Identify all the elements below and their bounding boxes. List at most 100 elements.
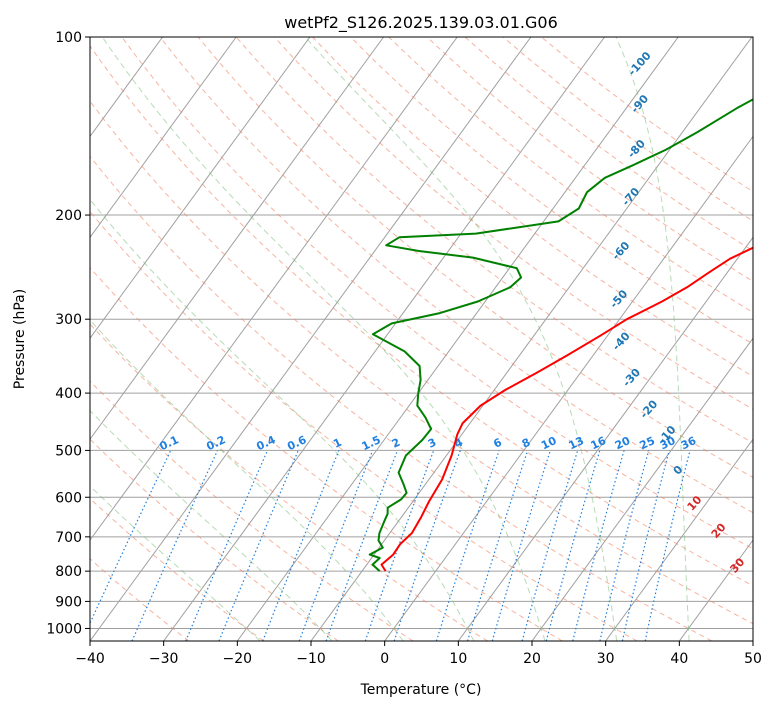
mixing-ratio-line: [599, 450, 650, 641]
moist-adiabat-line: [90, 319, 404, 641]
x-tick-label: 40: [670, 651, 688, 667]
isotherm-line: [90, 37, 311, 340]
dry-adiabat-line: [121, 37, 753, 550]
moist-adiabat-line: [615, 37, 690, 641]
moist-adiabat-label: -100: [626, 49, 654, 78]
chart-title: wetPf2_S126.2025.139.03.01.G06: [284, 13, 558, 33]
mixing-ratio-line: [491, 450, 551, 641]
x-tick-label: 20: [523, 651, 541, 667]
mixing-ratio-label: 13: [567, 434, 586, 452]
mixing-ratio-label: 25: [638, 434, 657, 452]
dry-adiabat-line: [90, 155, 712, 641]
isotherm-line: [90, 37, 384, 441]
moist-adiabat-label: 0: [671, 463, 686, 478]
dry-adiabat-label: 30: [727, 555, 747, 575]
x-tick-label: −10: [296, 651, 326, 667]
mixing-ratio-label: 2: [390, 436, 402, 451]
x-tick-label: 10: [449, 651, 467, 667]
isotherm-line: [384, 135, 753, 641]
dry-adiabat-line: [159, 37, 753, 514]
dry-adiabat-line: [90, 380, 414, 641]
x-tick-label: −30: [149, 651, 179, 667]
dry-adiabat-label: 40: [751, 583, 771, 603]
mixing-ratio-line: [262, 450, 340, 641]
moist-adiabat-line: [90, 485, 261, 641]
x-tick-label: −20: [223, 651, 253, 667]
mixing-ratio-label: 30: [658, 434, 678, 452]
mixing-ratio-label: 1: [331, 436, 343, 451]
x-tick-label: −40: [75, 651, 105, 667]
moist-adiabat-label: -90: [628, 92, 651, 116]
x-axis-title: Temperature (°C): [360, 682, 482, 698]
mixing-ratio-label: 20: [613, 434, 633, 452]
mixing-ratio-line: [393, 450, 461, 641]
moist-adiabat-label: -20: [637, 397, 660, 421]
dry-adiabat-line: [90, 266, 563, 641]
mixing-ratio-label: 10: [539, 434, 559, 452]
mixing-ratio-line: [621, 450, 670, 641]
temperature-profile-line: [380, 246, 753, 572]
mixing-ratio-label: 3: [426, 436, 438, 451]
moist-adiabat-line: [101, 37, 546, 641]
dry-adiabat-line: [540, 37, 753, 193]
plot-area: 0.1 0.2 0.4 0.6 1 1.5 2 3 4 6 8 10 13 16 20 25 30 36-100-…: [90, 37, 771, 641]
moist-adiabat-label: -70: [619, 185, 642, 209]
mixing-ratio-line: [298, 450, 374, 641]
x-tick-label: 30: [597, 651, 615, 667]
moist-adiabat-label: -60: [609, 239, 632, 263]
dry-adiabat-line: [312, 37, 753, 377]
y-tick-label: 200: [55, 208, 82, 224]
y-axis-title: Pressure (hPa): [12, 289, 28, 389]
y-tick-label: 600: [55, 490, 82, 506]
mixing-ratio-line: [572, 450, 625, 641]
mixing-ratio-label: 36: [679, 434, 699, 452]
moist-adiabat-line: [90, 409, 333, 641]
isotherm-line: [90, 37, 458, 541]
moist-adiabat-label: -80: [625, 137, 648, 161]
y-tick-label: 500: [55, 443, 82, 459]
axis-ticks: −40 −30 −20 −10 0 10 20 30 40 5010020030040050060…: [46, 30, 762, 667]
y-tick-label: 1000: [46, 621, 82, 637]
isotherm-line: [90, 37, 237, 239]
dry-adiabat-line: [235, 37, 753, 444]
mixing-ratio-line: [466, 450, 529, 641]
mixing-ratio-line: [90, 450, 172, 625]
moist-adiabat-label: -50: [607, 287, 630, 311]
dry-adiabat-line: [350, 37, 753, 345]
y-tick-label: 900: [55, 594, 82, 610]
dry-adiabat-line: [90, 323, 488, 641]
mixing-ratio-line: [325, 450, 399, 641]
y-tick-label: 800: [55, 564, 82, 580]
dry-adiabat-line: [90, 210, 638, 641]
isotherm-line: [752, 640, 753, 641]
moist-adiabat-line: [304, 37, 618, 641]
dry-adiabat-line: [90, 497, 264, 641]
dry-adiabat-label: 20: [709, 521, 729, 541]
dry-adiabat-line: [90, 558, 190, 641]
mixing-ratio-label: 16: [589, 434, 609, 452]
mixing-ratio-label: 6: [491, 436, 504, 451]
y-tick-label: 400: [55, 386, 82, 402]
x-tick-label: 50: [744, 651, 762, 667]
mixing-ratio-line: [644, 450, 691, 641]
dry-adiabat-line: [388, 37, 753, 314]
mixing-ratio-line: [218, 450, 299, 641]
isotherm-line: [457, 236, 753, 641]
y-tick-label: 700: [55, 530, 82, 546]
moist-adiabat-label: -30: [620, 366, 643, 390]
isotherm-line: [531, 337, 753, 641]
x-tick-label: 0: [380, 651, 389, 667]
y-tick-label: 300: [55, 312, 82, 328]
y-tick-label: 100: [55, 30, 82, 46]
dry-adiabat-line: [90, 438, 339, 641]
isotherm-line: [163, 37, 605, 641]
isotherm-line: [605, 438, 753, 641]
mixing-ratio-line: [521, 450, 579, 641]
dry-adiabat-line: [426, 37, 753, 282]
dry-adiabat-line: [197, 37, 753, 478]
isotherm-line: [236, 37, 679, 641]
mixing-ratio-line: [131, 450, 219, 641]
mixing-ratio-line: [364, 450, 435, 641]
